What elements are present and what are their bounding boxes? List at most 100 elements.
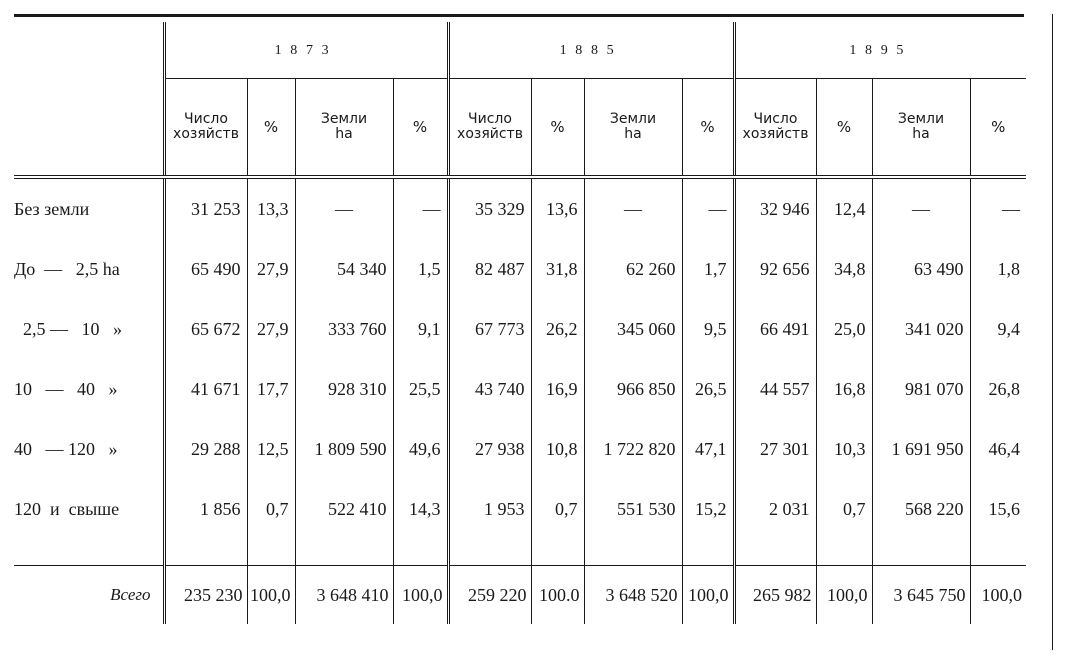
col-header-land: Земли ha: [871, 78, 970, 179]
table-cell: 34,8: [815, 239, 872, 299]
table-cell: 27,9: [246, 239, 295, 299]
table-cell: 49,6: [392, 419, 448, 479]
table-cell: 32 946: [732, 177, 816, 239]
table-row: 2,5 — 10 » 65 672 27,9 333 760 9,1 67 773 26,2…: [14, 299, 1026, 359]
table-row: 10 — 40 » 41 671 17,7 928 310 25,5 43 740 16,9…: [14, 359, 1026, 419]
table-cell: 54 340: [294, 239, 393, 299]
table-cell: —: [681, 177, 734, 239]
col-header-households: Число хозяйств: [732, 78, 816, 179]
table-cell: 345 060: [583, 299, 682, 359]
table-cell: —: [969, 177, 1026, 239]
table-row: До — 2,5 ha 65 490 27,9 54 340 1,5 82 487 31,8…: [14, 239, 1026, 299]
row-label: 2,5 — 10 »: [14, 318, 122, 339]
year-label: 1885: [559, 43, 623, 58]
year-header-row: 1873 1885 1895: [14, 22, 1026, 79]
table-cell: 17,7: [246, 359, 295, 419]
table-cell: 0,7: [530, 479, 584, 539]
col-header-households: Число хозяйств: [446, 78, 531, 179]
col-header-percent: %: [681, 78, 734, 179]
table-cell: 27,9: [246, 299, 295, 359]
right-margin-rule: [1052, 14, 1053, 650]
total-cell: 100,0: [246, 565, 295, 624]
table-cell: 551 530: [583, 479, 682, 539]
table-cell: —: [583, 177, 682, 239]
spacer-row: [14, 539, 1026, 566]
table-cell: 43 740: [446, 359, 531, 419]
table-cell: 522 410: [294, 479, 393, 539]
table-cell: 25,0: [815, 299, 872, 359]
col-header-households: Число хозяйств: [162, 78, 247, 179]
table-cell: 9,1: [392, 299, 448, 359]
row-label: Без земли: [14, 198, 90, 219]
row-label: 120 и свыше: [14, 498, 120, 519]
table-cell: 10,3: [815, 419, 872, 479]
year-label: 1895: [849, 43, 913, 58]
table-cell: —: [294, 177, 393, 239]
col-header-land: Земли ha: [583, 78, 682, 179]
stub-spacer: [14, 539, 164, 566]
table-cell: 0,7: [246, 479, 295, 539]
col-header-percent: %: [392, 78, 448, 179]
total-cell: 100,0: [969, 565, 1026, 624]
table-cell: 15,6: [969, 479, 1026, 539]
table-cell: 928 310: [294, 359, 393, 419]
table-cell: 333 760: [294, 299, 393, 359]
table-body: Без земли 31 253 13,3— —35 329 13,6— —32 946 1…: [14, 177, 1026, 539]
table-row: 120 и свыше 1 856 0,7 522 410 14,3 1 953 0,7 55…: [14, 479, 1026, 539]
table-cell: —: [392, 177, 448, 239]
table-cell: 46,4: [969, 419, 1026, 479]
table-cell: —: [871, 177, 970, 239]
table-cell: 341 020: [871, 299, 970, 359]
col-header-percent: %: [969, 78, 1026, 179]
total-cell: 100,0: [815, 565, 872, 624]
table-cell: 26,5: [681, 359, 734, 419]
year-header-1895: 1895: [732, 22, 1026, 79]
table-cell: 12,4: [815, 177, 872, 239]
land-holdings-table: 1873 1885 1895 Число хозяйств % Земли ha %…: [14, 22, 1026, 624]
row-label: Всего: [110, 585, 151, 604]
total-row: Всего 235 230 100,0 3 648 410 100,0 259 220 1…: [14, 565, 1026, 624]
table-cell: 1,8: [969, 239, 1026, 299]
table-cell: 12,5: [246, 419, 295, 479]
total-cell: 3 648 520: [583, 565, 682, 624]
table-cell: 16,9: [530, 359, 584, 419]
total-cell: 235 230: [162, 565, 247, 624]
total-cell: 3 645 750: [871, 565, 970, 624]
table-cell: 65 672: [162, 299, 247, 359]
stub-subheader: [14, 78, 164, 179]
stub-header: [14, 22, 164, 79]
top-rule: [14, 14, 1024, 17]
col-header-percent: %: [815, 78, 872, 179]
table-cell: 44 557: [732, 359, 816, 419]
total-cell: 100.0: [530, 565, 584, 624]
table-row: Без земли 31 253 13,3— —35 329 13,6— —32 946 1…: [14, 177, 1026, 239]
table-cell: 82 487: [446, 239, 531, 299]
row-label: 40 — 120 »: [14, 438, 118, 459]
col-header-land: Земли ha: [294, 78, 393, 179]
total-cell: 100,0: [681, 565, 734, 624]
table-cell: 1 953: [446, 479, 531, 539]
table-cell: 1,7: [681, 239, 734, 299]
col-header-percent: %: [246, 78, 295, 179]
table-cell: 41 671: [162, 359, 247, 419]
table-cell: 13,6: [530, 177, 584, 239]
table-cell: 92 656: [732, 239, 816, 299]
table-cell: 25,5: [392, 359, 448, 419]
table-cell: 1,5: [392, 239, 448, 299]
total-cell: 265 982: [732, 565, 816, 624]
table-cell: 1 809 590: [294, 419, 393, 479]
table-cell: 2 031: [732, 479, 816, 539]
table-cell: 35 329: [446, 177, 531, 239]
table-cell: 15,2: [681, 479, 734, 539]
table-cell: 9,4: [969, 299, 1026, 359]
table-cell: 66 491: [732, 299, 816, 359]
year-header-1885: 1885: [446, 22, 734, 79]
year-header-1873: 1873: [162, 22, 448, 79]
table-cell: 65 490: [162, 239, 247, 299]
table-cell: 10,8: [530, 419, 584, 479]
total-cell: 3 648 410: [294, 565, 393, 624]
table-cell: 27 938: [446, 419, 531, 479]
table-cell: 9,5: [681, 299, 734, 359]
table-cell: 31 253: [162, 177, 247, 239]
column-header-row: Число хозяйств % Земли ha % Число хозяйств …: [14, 78, 1026, 179]
